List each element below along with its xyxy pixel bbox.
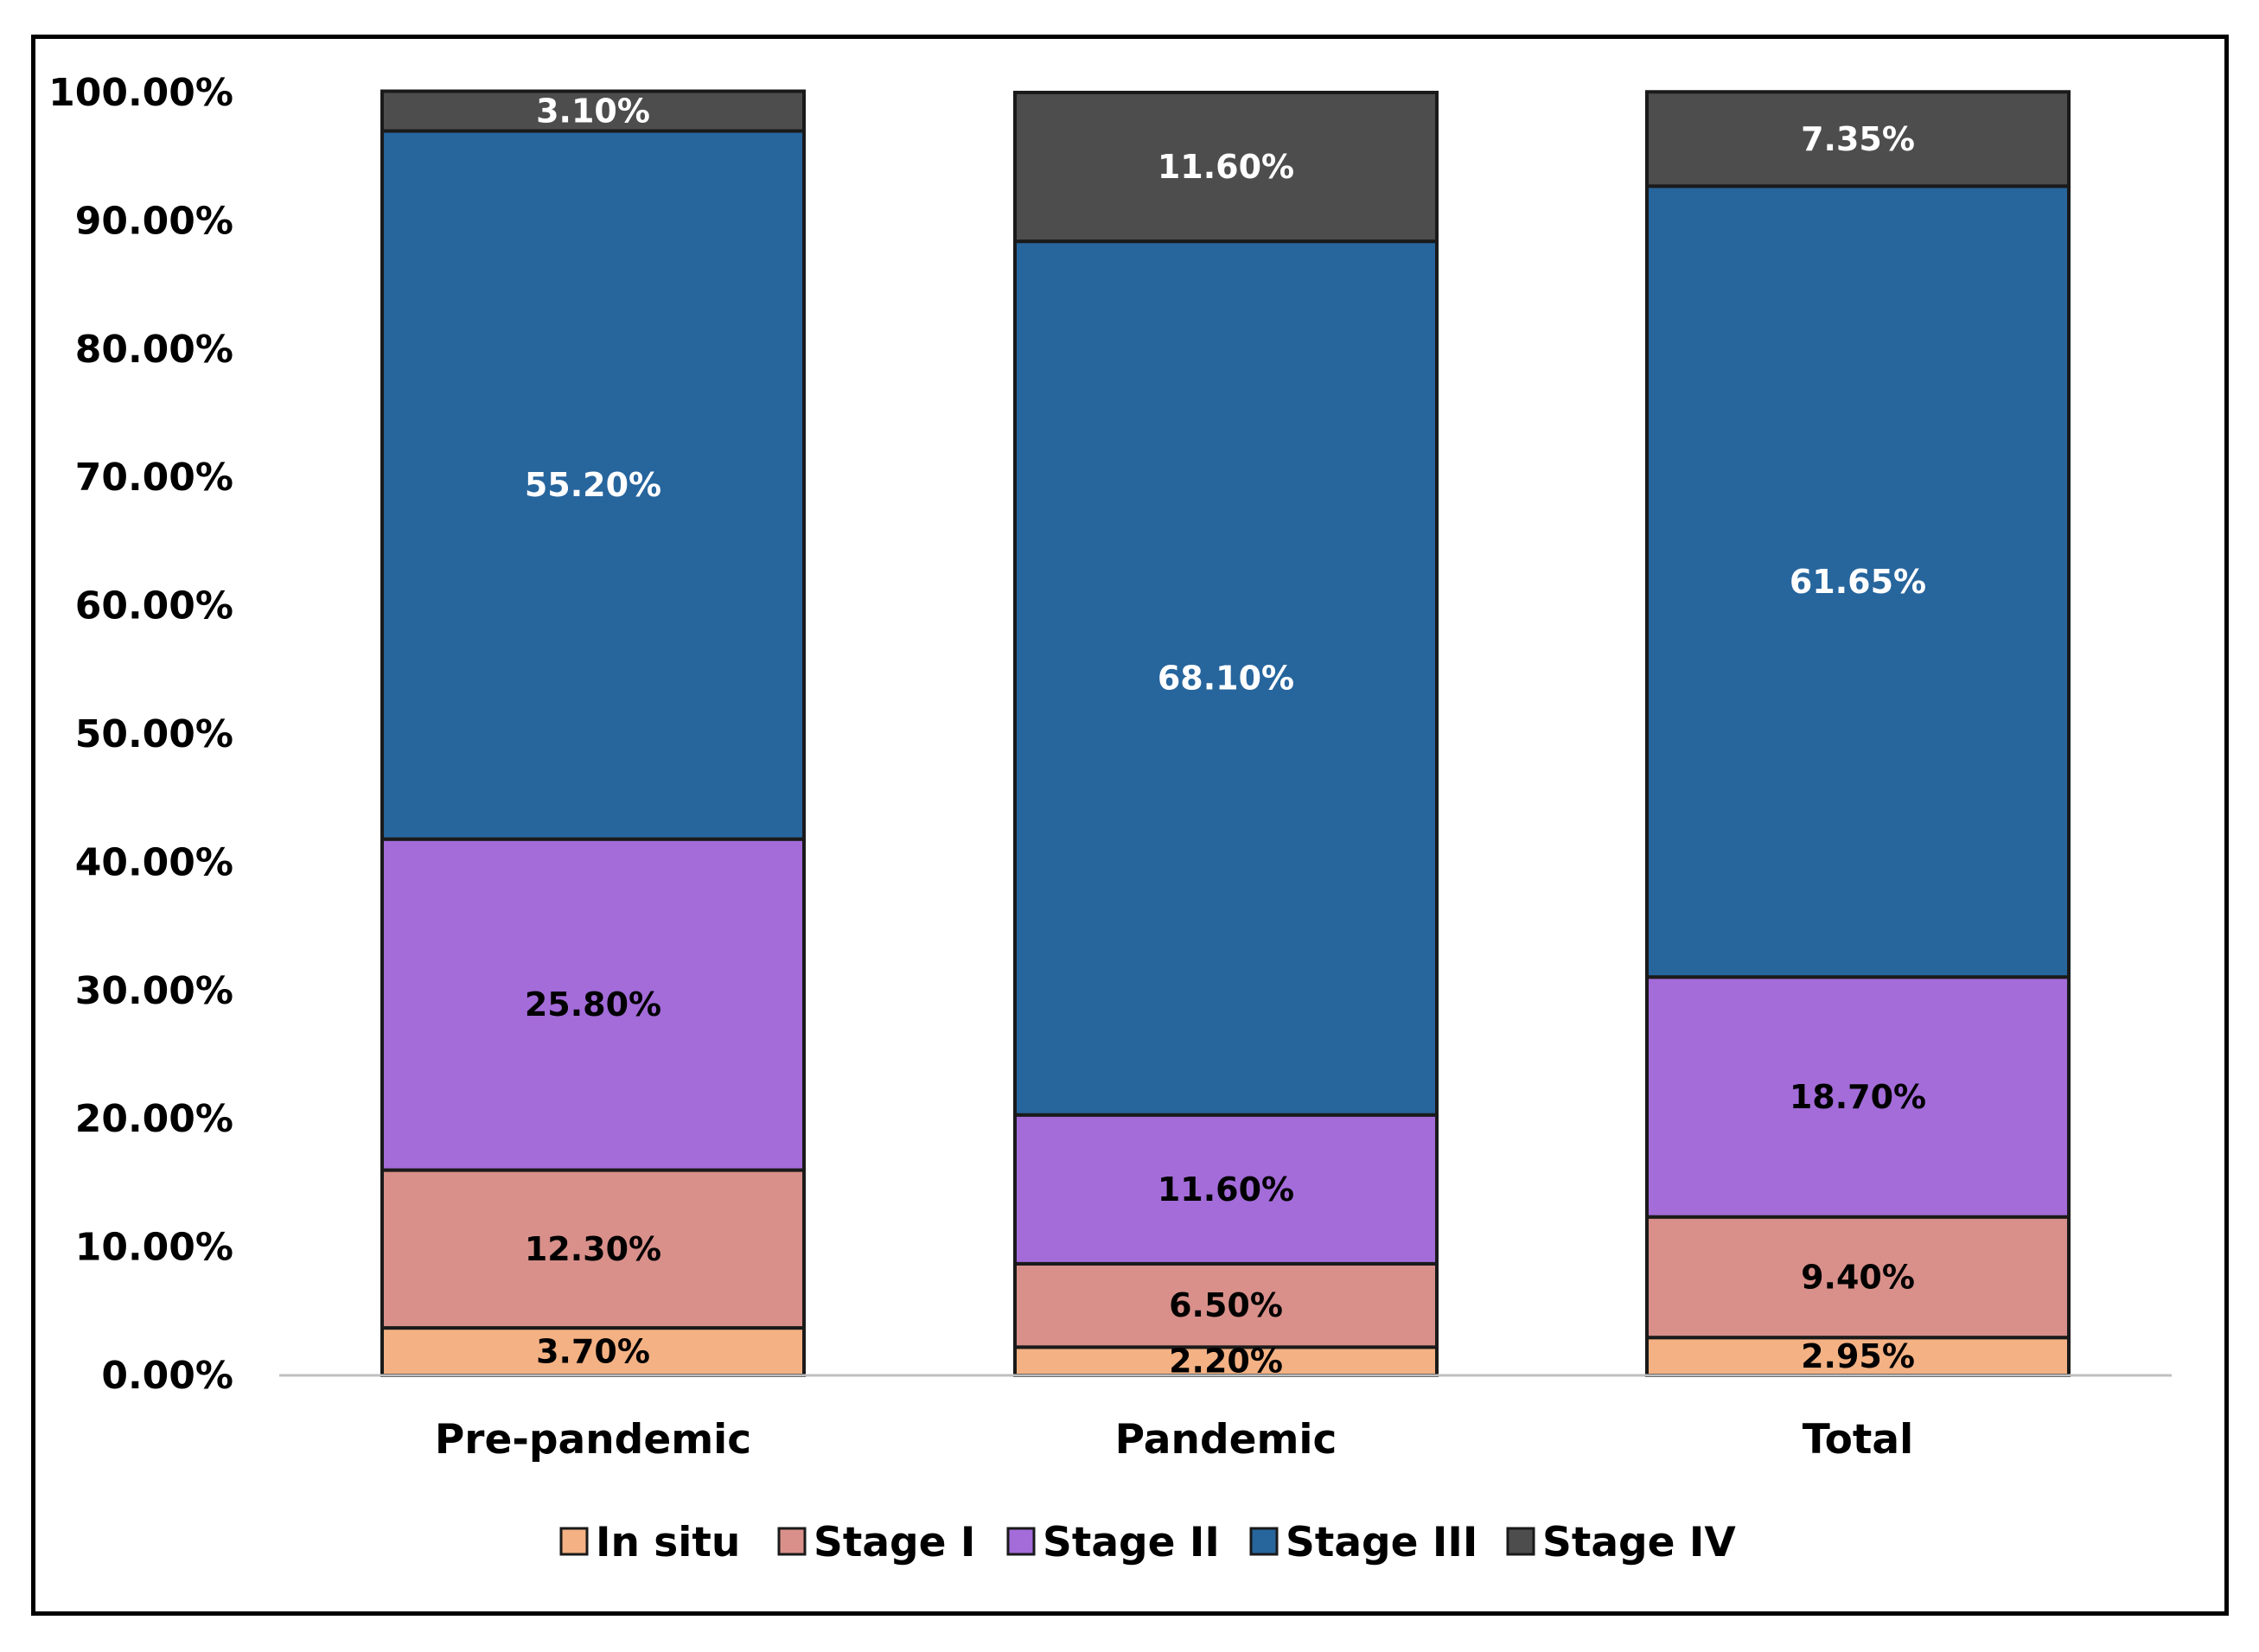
bar-segment-stage-iii (1645, 184, 2071, 979)
bar-segment-stage-i (1645, 1215, 2071, 1340)
bar-segment-stage-iv (1645, 90, 2071, 188)
legend-label: Stage III (1286, 1519, 1477, 1566)
bar-segment-stage-iii (380, 129, 806, 841)
y-tick-label: 30.00% (75, 969, 233, 1013)
bar-segment-stage-iv (380, 89, 806, 133)
y-tick-label: 10.00% (75, 1226, 233, 1270)
data-label: 2.20% (1169, 1343, 1283, 1381)
legend-label: Stage IV (1542, 1519, 1736, 1566)
bar-segment-stage-ii (1013, 1113, 1439, 1266)
legend-swatch (559, 1527, 589, 1556)
legend-label: Stage I (814, 1519, 975, 1566)
y-tick-label: 100.00% (48, 71, 233, 115)
data-label: 55.20% (525, 466, 661, 504)
data-label: 68.10% (1158, 659, 1294, 697)
bar-segment-stage-iv (1013, 91, 1439, 244)
category-label: Pre-pandemic (435, 1416, 751, 1464)
legend-label: In situ (596, 1519, 740, 1566)
category-label: Total (1803, 1416, 1913, 1464)
data-label: 12.30% (525, 1230, 661, 1268)
data-label: 61.65% (1790, 563, 1926, 601)
y-tick-label: 80.00% (75, 328, 233, 372)
data-label: 6.50% (1169, 1286, 1283, 1324)
data-label: 3.10% (536, 92, 650, 131)
data-label: 7.35% (1801, 120, 1915, 158)
legend-swatch (1006, 1527, 1036, 1556)
data-label: 9.40% (1801, 1258, 1915, 1296)
y-tick-label: 20.00% (75, 1097, 233, 1141)
data-label: 18.70% (1790, 1078, 1926, 1116)
data-label: 11.60% (1158, 148, 1294, 186)
data-label: 2.95% (1801, 1337, 1915, 1375)
legend-label: Stage II (1043, 1519, 1220, 1566)
y-tick-label: 60.00% (75, 584, 233, 628)
legend-swatch (1249, 1527, 1279, 1556)
y-tick-label: 0.00% (101, 1354, 233, 1398)
legend-swatch (1506, 1527, 1535, 1556)
bar-segment-stage-iii (1013, 239, 1439, 1117)
y-tick-label: 90.00% (75, 199, 233, 243)
y-tick-label: 50.00% (75, 712, 233, 756)
data-label: 3.70% (536, 1333, 650, 1371)
data-label: 11.60% (1158, 1170, 1294, 1209)
legend-swatch (777, 1527, 807, 1556)
bar-segment-stage-i (1013, 1261, 1439, 1349)
bar-segment-stage-ii (380, 837, 806, 1172)
category-label: Pandemic (1115, 1416, 1337, 1464)
y-tick-label: 40.00% (75, 840, 233, 884)
data-label: 25.80% (525, 985, 661, 1024)
y-tick-label: 70.00% (75, 456, 233, 500)
